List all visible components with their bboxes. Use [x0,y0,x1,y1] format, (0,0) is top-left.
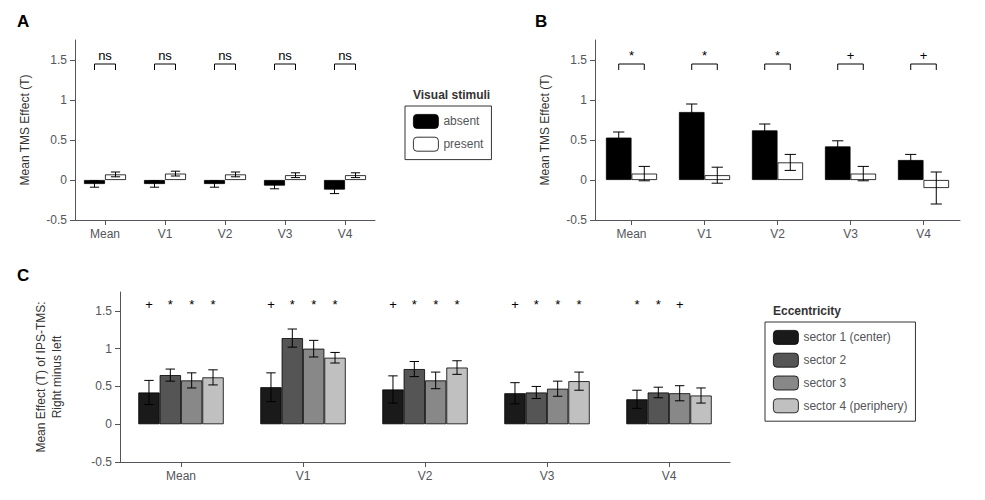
svg-text:*: * [454,297,459,312]
svg-text:*: * [168,297,173,312]
svg-text:1: 1 [580,93,587,107]
svg-text:*: * [412,297,417,312]
svg-text:ns: ns [158,48,172,63]
svg-text:sector 1 (center): sector 1 (center) [803,330,890,344]
svg-text:*: * [634,297,639,312]
svg-text:V1: V1 [158,227,173,241]
svg-text:0: 0 [60,173,67,187]
svg-text:0.5: 0.5 [50,133,67,147]
svg-text:ns: ns [98,48,112,63]
svg-text:*: * [311,297,316,312]
svg-text:1: 1 [60,93,67,107]
svg-text:+: + [267,297,275,312]
svg-text:*: * [656,297,661,312]
svg-text:ns: ns [338,48,352,63]
svg-text:*: * [775,48,780,63]
svg-text:ns: ns [218,48,232,63]
svg-text:Eccentricity: Eccentricity [773,304,841,318]
svg-text:1.5: 1.5 [95,304,112,318]
svg-text:+: + [920,48,928,63]
svg-text:*: * [290,297,295,312]
svg-text:Right minus left: Right minus left [50,335,64,418]
svg-text:*: * [332,297,337,312]
svg-text:sector 2: sector 2 [803,353,846,367]
svg-text:-0.5: -0.5 [46,213,67,227]
svg-text:present: present [443,137,484,151]
svg-text:0: 0 [580,173,587,187]
svg-text:1.5: 1.5 [570,53,587,67]
svg-text:Mean: Mean [616,227,646,241]
svg-text:0.5: 0.5 [95,379,112,393]
svg-text:B: B [535,12,547,31]
svg-text:V3: V3 [278,227,293,241]
svg-text:*: * [629,48,634,63]
svg-text:*: * [534,297,539,312]
svg-text:V2: V2 [418,469,433,483]
svg-text:Mean Effect (T) of IPS-TMS:: Mean Effect (T) of IPS-TMS: [34,301,48,452]
svg-text:sector 4 (periphery): sector 4 (periphery) [803,399,907,413]
svg-text:+: + [145,297,153,312]
svg-text:*: * [433,297,438,312]
svg-text:0: 0 [105,417,112,431]
svg-text:0.5: 0.5 [570,133,587,147]
svg-text:*: * [555,297,560,312]
svg-text:V4: V4 [338,227,353,241]
svg-text:*: * [702,48,707,63]
svg-text:-0.5: -0.5 [91,455,112,469]
svg-text:+: + [847,48,855,63]
svg-text:C: C [17,266,29,285]
svg-text:+: + [511,297,519,312]
svg-text:Mean: Mean [166,469,196,483]
svg-text:*: * [189,297,194,312]
svg-text:sector 3: sector 3 [803,376,846,390]
svg-text:Mean TMS Effect (T): Mean TMS Effect (T) [18,75,32,186]
svg-text:*: * [576,297,581,312]
svg-text:V1: V1 [697,227,712,241]
svg-text:-0.5: -0.5 [566,213,587,227]
svg-text:Mean: Mean [90,227,120,241]
svg-text:V1: V1 [296,469,311,483]
svg-text:V2: V2 [770,227,785,241]
svg-text:absent: absent [443,114,480,128]
svg-text:+: + [389,297,397,312]
svg-text:A: A [17,12,29,31]
svg-text:V3: V3 [540,469,555,483]
svg-text:V4: V4 [916,227,931,241]
svg-text:V3: V3 [843,227,858,241]
svg-text:V4: V4 [662,469,677,483]
svg-text:1: 1 [105,342,112,356]
svg-text:Visual stimuli: Visual stimuli [413,88,490,102]
svg-text:ns: ns [278,48,292,63]
svg-text:1.5: 1.5 [50,53,67,67]
svg-text:Mean TMS Effect (T): Mean TMS Effect (T) [538,75,552,186]
svg-text:+: + [676,297,684,312]
svg-text:V2: V2 [218,227,233,241]
svg-text:*: * [210,297,215,312]
